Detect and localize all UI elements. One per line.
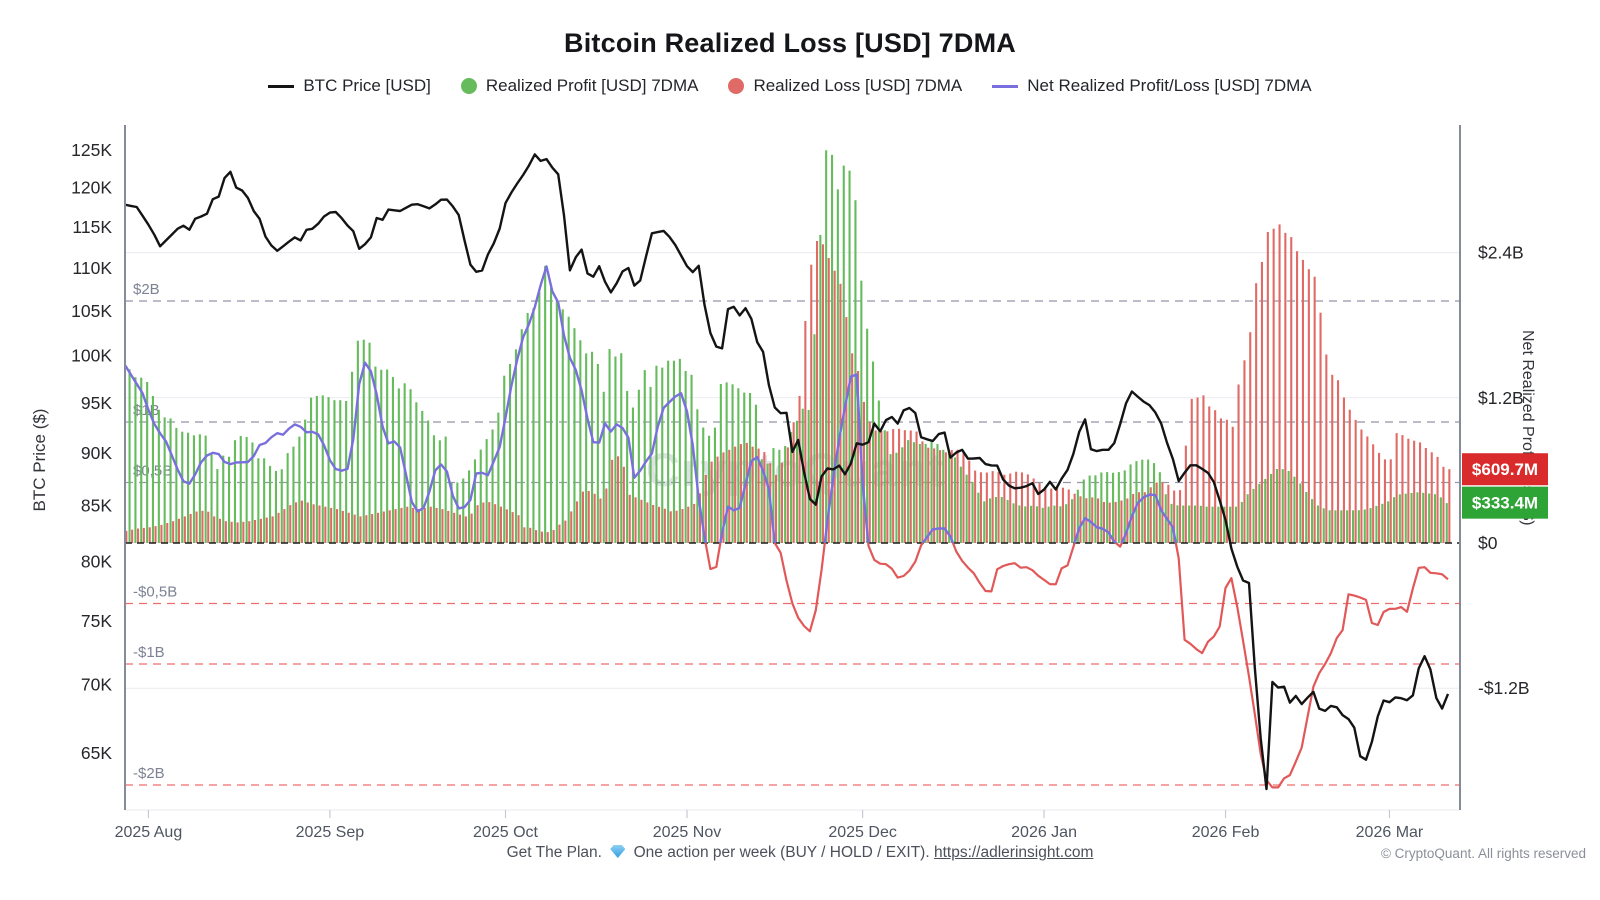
value-badge [1462, 486, 1548, 519]
right-tick-label: -$1.2B [1478, 678, 1530, 698]
profit-bars [128, 150, 1448, 544]
net-line-positive [125, 265, 1178, 543]
gridline-label: -$0,5B [133, 584, 177, 601]
legend-dot-icon [460, 78, 477, 94]
promo-text: One action per week (BUY / HOLD / EXIT). [633, 844, 930, 861]
legend-label: Realized Loss [USD] 7DMA [753, 76, 963, 95]
month-label: 2025 Oct [473, 824, 538, 841]
left-tick-label: 110K [72, 258, 112, 278]
month-label: 2026 Feb [1192, 824, 1260, 841]
right-tick-label: $1.2B [1478, 388, 1524, 408]
gridline-label: $2B [133, 281, 160, 298]
left-tick-label: 90K [81, 443, 112, 463]
gridline-label: -$1B [133, 644, 165, 661]
value-badge-text: $609.7M [1472, 460, 1538, 479]
gem-icon [610, 845, 626, 858]
legend-item-1[interactable]: Realized Profit [USD] 7DMA [460, 76, 699, 96]
value-badge-text: $333.4M [1472, 494, 1538, 513]
adlerinsight-link[interactable]: https://adlerinsight.com [933, 844, 1094, 861]
legend-line-icon [268, 84, 295, 88]
legend-dot-icon [728, 78, 745, 94]
left-tick-label: 70K [81, 675, 112, 695]
legend-label: Realized Profit [USD] 7DMA [485, 76, 699, 95]
month-label: 2025 Nov [653, 824, 722, 841]
month-label: 2026 Jan [1011, 824, 1077, 841]
right-tick-label: $0 [1478, 533, 1498, 553]
gridline-label: -$2B [133, 765, 165, 782]
left-tick-label: 95K [81, 393, 112, 413]
left-tick-label: 120K [71, 178, 112, 198]
month-label: 2026 Mar [1356, 824, 1424, 841]
left-tick-label: 100K [71, 346, 112, 366]
legend-item-0[interactable]: BTC Price [USD] [268, 76, 431, 96]
loss-bars [125, 224, 1451, 544]
left-tick-label: 85K [81, 496, 112, 516]
left-tick-label: 125K [71, 140, 112, 160]
month-label: 2025 Aug [115, 824, 183, 841]
btc-price-line [125, 153, 1450, 791]
promo-footer: Get The Plan. One action per week (BUY /… [0, 844, 1600, 862]
promo-prefix: Get The Plan. [506, 844, 602, 861]
legend-label: Net Realized Profit/Loss [USD] 7DMA [1027, 76, 1312, 95]
left-tick-label: 75K [81, 611, 112, 631]
legend-label: BTC Price [USD] [303, 76, 431, 95]
right-tick-label: $2.4B [1478, 243, 1524, 263]
left-tick-label: 80K [81, 551, 112, 571]
legend-item-2[interactable]: Realized Loss [USD] 7DMA [728, 76, 962, 96]
left-tick-label: 105K [71, 301, 112, 321]
left-tick-label: 115K [72, 217, 112, 237]
net-line-negative [704, 543, 1449, 789]
legend: BTC Price [USD] Realized Profit [USD] 7DM… [0, 76, 1580, 96]
legend-line-icon [992, 84, 1019, 88]
page-title: Bitcoin Realized Loss [USD] 7DMA [564, 28, 1016, 58]
legend-item-3[interactable]: Net Realized Profit/Loss [USD] 7DMA [992, 76, 1312, 96]
left-tick-label: 65K [81, 743, 112, 763]
value-badge [1462, 453, 1548, 486]
month-label: 2025 Dec [828, 824, 897, 841]
month-label: 2025 Sep [296, 824, 365, 841]
copyright-note: © CryptoQuant. All rights reserved [1380, 846, 1586, 861]
